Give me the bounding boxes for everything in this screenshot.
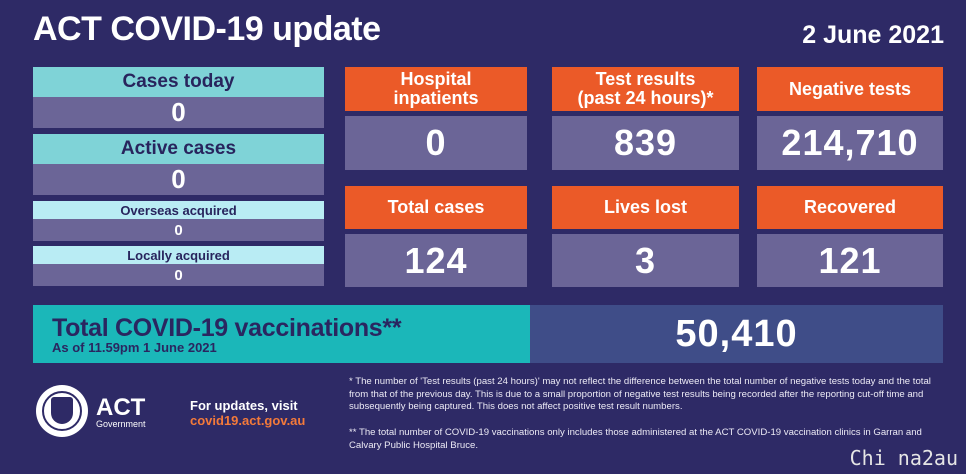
cases-today-label: Cases today [33,67,324,97]
act-logo-text: ACT [96,394,146,421]
crest-shield [51,397,73,424]
lives-lost-value: 3 [552,234,739,287]
test-label-line1: Test results [595,69,696,89]
watermark: Chi na2au [849,446,958,470]
active-cases-label: Active cases [33,134,324,164]
footnote-vaccinations: ** The total number of COVID-19 vaccinat… [349,427,922,451]
cases-today-value: 0 [33,97,324,128]
vaccinations-title: Total COVID-19 vaccinations** [52,314,402,342]
hospital-inpatients-label: Hospital inpatients [345,67,527,111]
recovered-label: Recovered [757,186,943,229]
updates-label: For updates, visit [190,398,298,413]
negative-tests-label: Negative tests [757,67,943,111]
test-results-value: 839 [552,116,739,170]
government-logo-text: Government [96,419,146,429]
negative-tests-value: 214,710 [757,116,943,170]
vaccinations-value-panel: 50,410 [530,305,943,363]
test-results-label: Test results (past 24 hours)* [552,67,739,111]
hospital-label-line2: inpatients [393,88,479,108]
locally-acquired-value: 0 [33,264,324,286]
updates-link[interactable]: covid19.act.gov.au [190,413,306,428]
active-cases-value: 0 [33,164,324,195]
total-cases-label: Total cases [345,186,527,229]
report-date: 2 June 2021 [802,21,944,49]
overseas-acquired-label: Overseas acquired [33,201,324,219]
overseas-acquired-value: 0 [33,219,324,241]
lives-lost-label: Lives lost [552,186,739,229]
vaccinations-value: 50,410 [675,312,798,355]
vaccinations-panel: Total COVID-19 vaccinations** As of 11.5… [33,305,530,363]
test-label-line2: (past 24 hours)* [577,88,714,108]
crest-ring [42,391,82,431]
hospital-inpatients-value: 0 [345,116,527,170]
locally-acquired-label: Locally acquired [33,246,324,264]
footnote-test-results: * The number of 'Test results (past 24 h… [349,376,931,412]
vaccinations-subtitle: As of 11.59pm 1 June 2021 [52,340,217,355]
page-title: ACT COVID-19 update [33,10,381,48]
total-cases-value: 124 [345,234,527,287]
hospital-label-line1: Hospital [400,69,472,89]
recovered-value: 121 [757,234,943,287]
